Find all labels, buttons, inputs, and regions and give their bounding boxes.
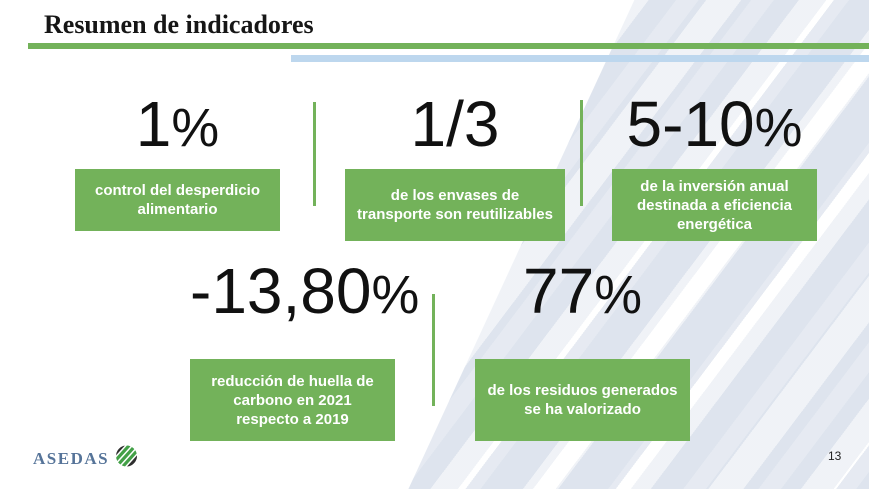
stat-label-box: control del desperdicio alimentario: [75, 169, 280, 231]
page-number: 13: [828, 449, 842, 463]
stat-food-waste: 1% control del desperdicio alimentario: [75, 88, 280, 231]
stat-carbon-footprint: -13,80% reducción de huella de carbono e…: [190, 255, 420, 441]
stat-label-box: de los envases de transporte son reutili…: [345, 169, 565, 241]
stat-waste-recovery: 77% de los residuos generados se ha valo…: [475, 255, 690, 441]
stat-label-box: de la inversión anual destinada a eficie…: [612, 169, 817, 241]
stat-number: 1/3: [410, 88, 500, 160]
stat-reusable-packaging: 1/3 de los envases de transporte son reu…: [345, 88, 565, 241]
stat-number: -13,80%: [190, 255, 420, 327]
stat-label-box: de los residuos generados se ha valoriza…: [475, 359, 690, 441]
vertical-divider: [580, 100, 583, 206]
vertical-divider: [313, 102, 316, 206]
stat-number: 1%: [135, 88, 220, 160]
title-underline-green: [28, 43, 869, 49]
page-title: Resumen de indicadores: [44, 10, 314, 39]
stat-energy-investment: 5-10% de la inversión anual destinada a …: [612, 88, 817, 241]
stat-number: 5-10%: [626, 88, 803, 160]
striped-globe-icon: [111, 441, 142, 473]
stat-number: 77%: [523, 255, 642, 327]
title-underline-blue: [291, 55, 869, 62]
logo-text: ASEDAS: [33, 448, 110, 468]
stat-label-box: reducción de huella de carbono en 2021 r…: [190, 359, 395, 441]
asedas-logo: ASEDAS: [33, 441, 142, 473]
vertical-divider: [432, 294, 435, 406]
